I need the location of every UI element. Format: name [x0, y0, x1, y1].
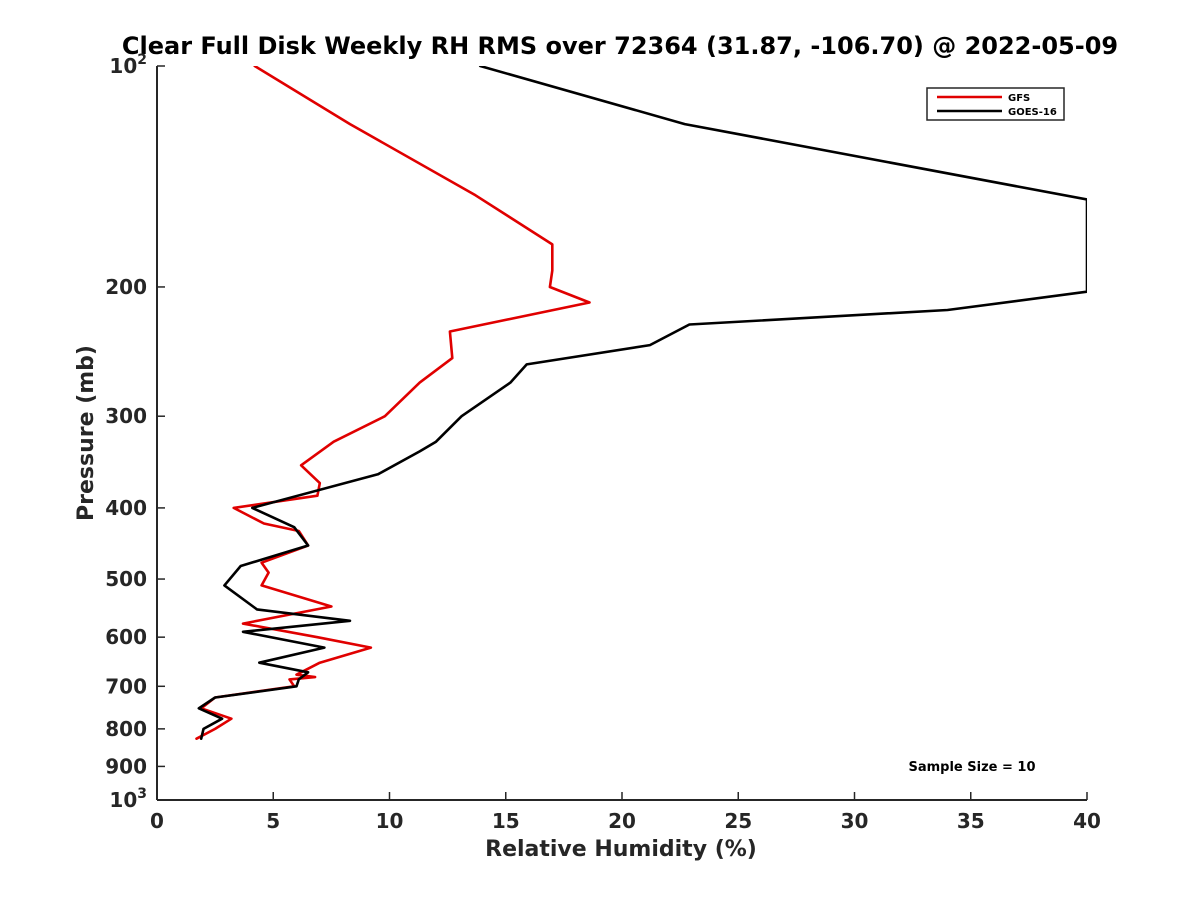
x-tick-label: 10	[376, 809, 404, 833]
y-tick-label: 400	[105, 496, 147, 520]
y-tick-label: 103	[109, 786, 147, 812]
y-tick-label: 500	[105, 567, 147, 591]
legend-gfs-label: GFS	[1008, 93, 1030, 104]
legend-box	[926, 87, 1065, 121]
y-tick-label: 200	[105, 275, 147, 299]
y-tick-label: 700	[105, 674, 147, 698]
x-tick-label: 25	[724, 809, 752, 833]
y-tick-label-exponent: 2	[137, 52, 147, 68]
series-layer	[195, 66, 1087, 741]
chart-title: Clear Full Disk Weekly RH RMS over 72364…	[122, 32, 1118, 60]
x-tick-label: 35	[957, 809, 985, 833]
x-tick-label: 15	[492, 809, 520, 833]
x-ticks: 0 5 10 15 20 25 30 35 40	[150, 792, 1101, 833]
plot-area	[195, 66, 1087, 741]
y-tick-label: 800	[105, 717, 147, 741]
axes: 0 5 10 15 20 25 30 35 40 10220030040050060070080…	[105, 52, 1101, 833]
y-axis-label: Pressure (mb)	[74, 345, 99, 521]
sample-size-annotation: Sample Size = 10	[908, 760, 1035, 775]
x-tick-label: 5	[266, 809, 280, 833]
x-tick-label: 20	[608, 809, 636, 833]
x-tick-label: 40	[1073, 809, 1101, 833]
x-tick-label: 0	[150, 809, 164, 833]
x-tick-label: 30	[841, 809, 869, 833]
series-line-goes-16	[197, 66, 1087, 741]
y-tick-label-base: 10	[109, 788, 137, 812]
y-tick-label: 102	[109, 52, 147, 78]
legend: GFS GOES-16	[926, 87, 1065, 121]
x-axis-label: Relative Humidity (%)	[485, 837, 757, 862]
y-tick-label: 600	[105, 625, 147, 649]
legend-goes16-label: GOES-16	[1008, 107, 1057, 118]
y-tick-label: 300	[105, 404, 147, 428]
y-tick-label-exponent: 3	[137, 786, 147, 802]
y-tick-label-base: 10	[109, 54, 137, 78]
y-tick-label: 900	[105, 754, 147, 778]
